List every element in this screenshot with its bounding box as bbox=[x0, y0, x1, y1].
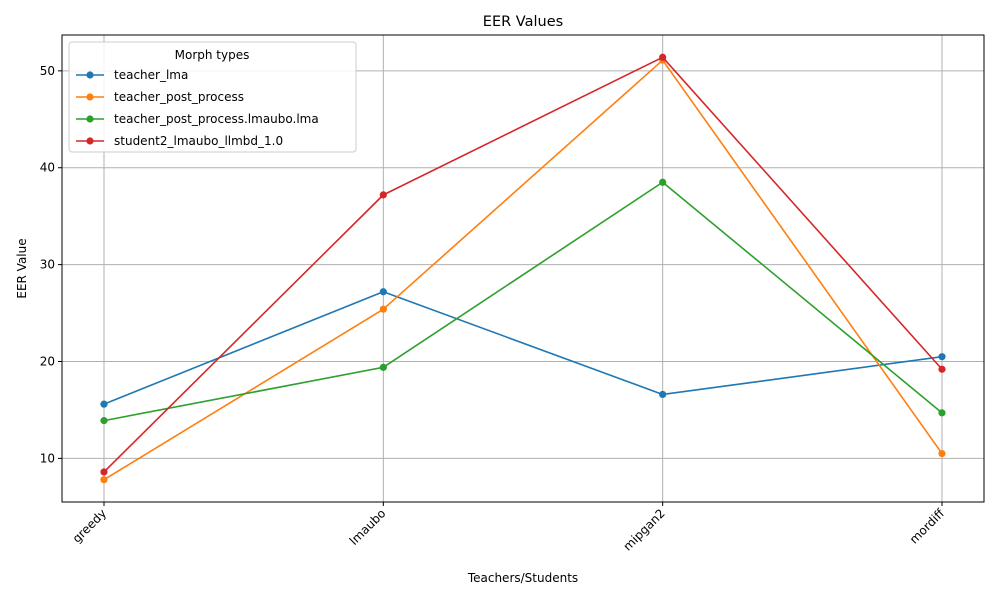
legend-entry-label: teacher_lma bbox=[114, 68, 188, 82]
data-point bbox=[659, 53, 667, 61]
data-point bbox=[938, 449, 946, 458]
plot-area-frame bbox=[61, 34, 985, 503]
legend-marker bbox=[86, 71, 94, 79]
chart-title: EER Values bbox=[483, 14, 563, 30]
legend-marker bbox=[86, 115, 94, 123]
data-point bbox=[938, 365, 946, 373]
data-point bbox=[659, 390, 667, 399]
legend-entry-label: teacher_post_process bbox=[114, 90, 244, 104]
y-axis-label: EER Value bbox=[15, 238, 29, 298]
series-line bbox=[103, 56, 943, 473]
legend-marker bbox=[86, 137, 94, 145]
data-point bbox=[938, 353, 946, 361]
legend-entry-label: student2_lmaubo_llmbd_1.0 bbox=[114, 134, 283, 148]
legend: Morph types teacher_lma teacher_post_proc… bbox=[68, 41, 357, 153]
series-lines bbox=[100, 53, 946, 484]
data-point bbox=[379, 305, 387, 313]
y-tick-label: 30 bbox=[40, 258, 55, 272]
legend-entry-label: teacher_post_process.lmaubo.lma bbox=[114, 112, 319, 126]
legend-marker bbox=[86, 93, 94, 101]
series-line bbox=[103, 290, 943, 405]
data-point bbox=[938, 409, 946, 417]
y-tick-label: 40 bbox=[40, 161, 55, 175]
data-point bbox=[379, 363, 387, 371]
y-tick-label: 20 bbox=[40, 355, 55, 369]
data-point bbox=[100, 476, 108, 484]
data-point bbox=[379, 288, 387, 296]
legend-box bbox=[68, 41, 357, 153]
y-tick-label: 50 bbox=[40, 64, 55, 78]
y-axis-ticks: 10 20 30 40 50 bbox=[40, 64, 62, 465]
data-point bbox=[659, 178, 667, 186]
data-point bbox=[100, 400, 108, 408]
data-point bbox=[379, 191, 387, 199]
y-tick-label: 10 bbox=[40, 451, 55, 465]
legend-title: Morph types bbox=[175, 48, 250, 62]
series-line bbox=[103, 181, 943, 422]
legend-entries: teacher_lma teacher_post_process teacher_p… bbox=[76, 68, 319, 148]
x-axis-label: Teachers/Students bbox=[467, 571, 578, 585]
data-point bbox=[100, 468, 108, 476]
data-point bbox=[100, 417, 108, 425]
